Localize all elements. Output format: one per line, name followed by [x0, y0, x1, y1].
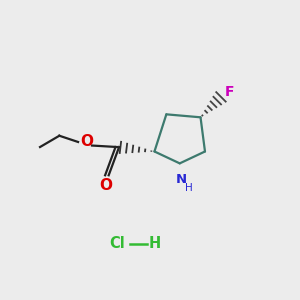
Text: Cl: Cl [110, 236, 125, 251]
Text: H: H [148, 236, 160, 251]
Text: O: O [99, 178, 112, 193]
Text: O: O [80, 134, 94, 149]
Text: F: F [225, 85, 234, 99]
Text: N: N [176, 173, 187, 186]
Text: H: H [185, 183, 193, 193]
